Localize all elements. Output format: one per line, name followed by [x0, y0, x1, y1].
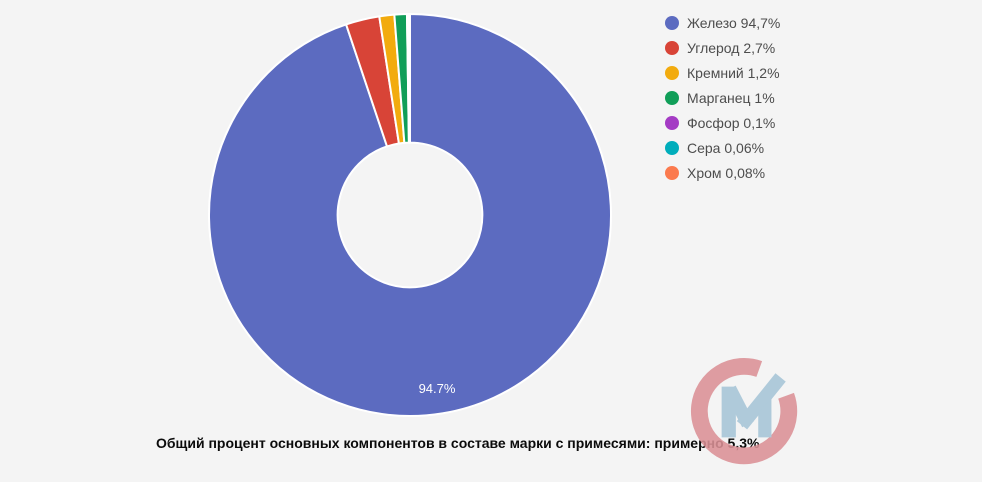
logo-m-check — [721, 373, 786, 438]
pie-slices — [208, 12, 612, 417]
chart-legend: Железо 94,7% Углерод 2,7% Кремний 1,2% Марг… — [665, 10, 780, 185]
legend-swatch-icon — [665, 90, 679, 105]
cm-logo-svg — [691, 357, 798, 465]
legend-item-sulfur[interactable]: Сера 0,06% — [665, 135, 780, 160]
pie-slice-iron[interactable] — [208, 12, 612, 417]
logo-c-ring — [691, 357, 798, 465]
legend-swatch-icon — [665, 40, 679, 55]
legend-item-manganese[interactable]: Марганец 1% — [665, 85, 780, 110]
legend-swatch-icon — [665, 140, 679, 155]
legend-label: Железо 94,7% — [687, 14, 781, 31]
cm-logo-watermark — [683, 350, 805, 472]
legend-swatch-icon — [665, 65, 679, 80]
legend-swatch-icon — [665, 165, 679, 180]
slice-value-label: 94.7% — [419, 381, 456, 396]
legend-swatch-icon — [665, 15, 679, 30]
legend-item-phosphorus[interactable]: Фосфор 0,1% — [665, 110, 780, 135]
donut-chart-svg: 94.7% — [208, 12, 612, 417]
legend-swatch-icon — [665, 115, 679, 130]
legend-item-iron[interactable]: Железо 94,7% — [665, 10, 780, 35]
legend-label: Кремний 1,2% — [687, 64, 780, 81]
legend-label: Хром 0,08% — [687, 164, 766, 181]
legend-item-carbon[interactable]: Углерод 2,7% — [665, 35, 780, 60]
legend-item-silicon[interactable]: Кремний 1,2% — [665, 60, 780, 85]
pie-slice-chromium[interactable] — [407, 12, 411, 144]
donut-chart: 94.7% — [198, 3, 622, 427]
legend-label: Сера 0,06% — [687, 139, 765, 156]
legend-label: Углерод 2,7% — [687, 39, 776, 56]
legend-label: Марганец 1% — [687, 89, 775, 106]
legend-item-chromium[interactable]: Хром 0,08% — [665, 160, 780, 185]
legend-label: Фосфор 0,1% — [687, 114, 776, 131]
chart-caption: Общий процент основных компонентов в сос… — [156, 435, 760, 451]
